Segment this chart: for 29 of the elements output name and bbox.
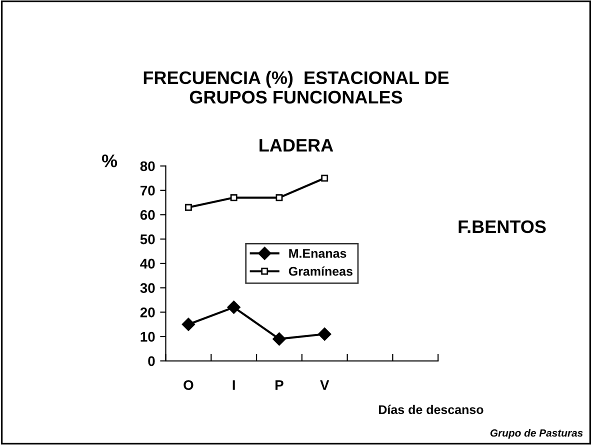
- y-tick-label: 40: [140, 258, 155, 269]
- legend-label: M.Enanas: [289, 249, 346, 258]
- point: [276, 194, 283, 202]
- y-tick-label: 30: [140, 283, 155, 293]
- y-tick-label: 80: [140, 161, 155, 172]
- point: [227, 300, 240, 314]
- y-axis-title: %: [102, 154, 118, 168]
- x-tick-label: I: [232, 380, 235, 390]
- point: [184, 204, 192, 211]
- y-tick-label: 20: [140, 308, 155, 318]
- x-tick-label: P: [276, 380, 284, 390]
- legend-label: Gramíneas: [288, 266, 352, 276]
- x-axis-title: Días de descanso: [379, 404, 484, 414]
- chart-subtitle: LADERA: [260, 139, 334, 152]
- y-tick-label: 10: [140, 332, 155, 342]
- point: [182, 318, 196, 331]
- y-tick-label: 0: [148, 356, 155, 366]
- x-tick-label: O: [184, 380, 194, 390]
- chart-title: FRECUENCIA (%) ESTACIONAL DE GRUPOS FUNCIONALES: [144, 70, 449, 104]
- point: [230, 194, 238, 202]
- y-tick-label: 60: [140, 210, 155, 220]
- x-tick-label: V: [320, 380, 330, 390]
- point: [321, 174, 328, 182]
- text: Grupo de Pasturas: [490, 429, 583, 439]
- point: [318, 328, 332, 341]
- text: F.BENTOS: [458, 220, 546, 234]
- point: [272, 332, 286, 346]
- y-tick-label: 70: [140, 186, 155, 196]
- y-tick-label: 50: [140, 234, 155, 244]
